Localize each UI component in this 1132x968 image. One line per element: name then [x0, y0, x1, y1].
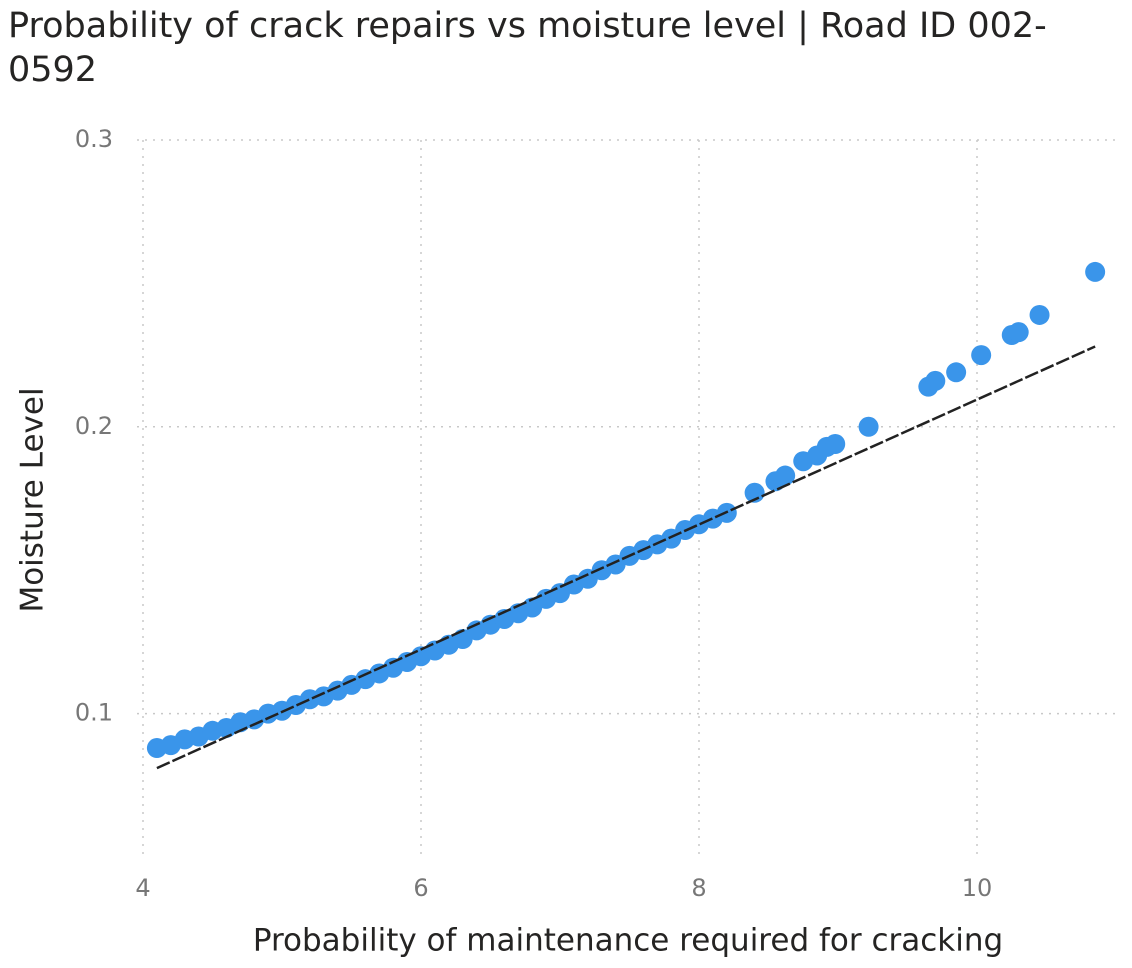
- data-point: [744, 482, 765, 503]
- data-point: [925, 370, 946, 391]
- trend-line: [156, 345, 1096, 770]
- x-tick-label: 10: [962, 874, 993, 902]
- chart-title: Probability of crack repairs vs moisture…: [8, 6, 1047, 90]
- data-point: [946, 362, 967, 383]
- data-point: [1029, 304, 1050, 325]
- data-point: [858, 416, 879, 437]
- x-tick-label: 8: [691, 874, 706, 902]
- x-tick-label: 4: [135, 874, 150, 902]
- data-point: [775, 465, 796, 486]
- data-point: [825, 434, 846, 455]
- data-point: [971, 345, 992, 366]
- y-axis-title: Moisture Level: [15, 387, 51, 612]
- y-tick-label: 0.2: [75, 412, 113, 440]
- data-point: [1085, 261, 1106, 282]
- y-tick-label: 0.1: [75, 699, 113, 727]
- data-point: [1008, 322, 1029, 343]
- x-axis-title: Probability of maintenance required for …: [253, 923, 1003, 959]
- x-tick-label: 6: [413, 874, 428, 902]
- y-tick-label: 0.3: [75, 125, 113, 153]
